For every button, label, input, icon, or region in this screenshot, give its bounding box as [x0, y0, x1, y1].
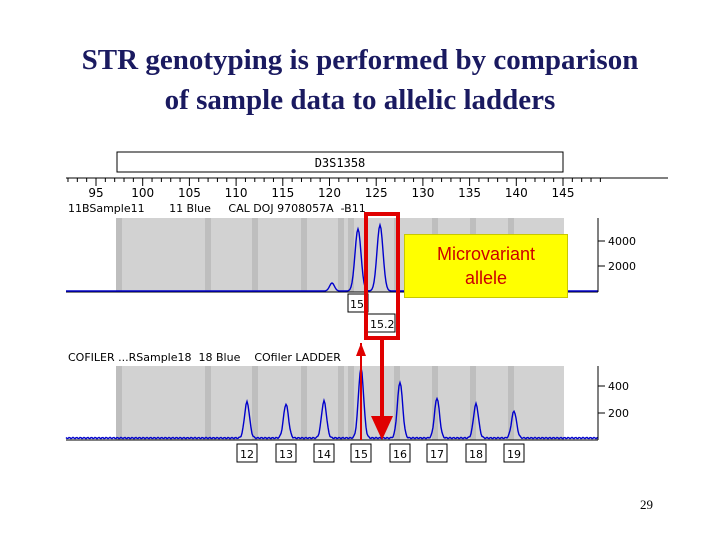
ladder-allele-label: 12 — [240, 448, 254, 461]
ladder-allele-box — [350, 443, 372, 463]
bin-band — [301, 366, 307, 440]
page-number: 29 — [640, 497, 653, 512]
bin-band — [432, 366, 438, 440]
ladder-allele-label: 18 — [469, 448, 483, 461]
bin-band — [348, 366, 354, 440]
scale-tick-label: 115 — [271, 186, 294, 200]
ladder-allele-box — [503, 443, 525, 463]
callout-line-2: allele — [464, 268, 508, 288]
locus-label: D3S1358 — [315, 156, 366, 170]
bin-band — [252, 218, 258, 292]
scale-tick-label: 140 — [505, 186, 528, 200]
bin-band — [205, 218, 211, 292]
scale-tick-label: 100 — [131, 186, 154, 200]
scale-tick-label: 130 — [411, 186, 434, 200]
locus-box — [116, 151, 564, 173]
scale-tick-label: 110 — [225, 186, 248, 200]
ladder-allele-labels: 12 13 14 15 16 17 18 19 — [236, 443, 525, 463]
sample-allele-15-2: 15.2 — [370, 318, 395, 331]
ladder-allele-label: 19 — [507, 448, 521, 461]
ladder-allele-label: 17 — [430, 448, 444, 461]
bin-band — [301, 218, 307, 292]
scale-minor-ticks — [67, 178, 601, 186]
scale-tick-label: 145 — [552, 186, 575, 200]
scale-tick-label: 105 — [178, 186, 201, 200]
sample-allele-15: 15 — [350, 298, 364, 311]
bin-band — [338, 366, 344, 440]
ladder-allele-box — [236, 443, 258, 463]
bin-band — [470, 366, 476, 440]
highlight-arrow-left-head — [356, 343, 366, 356]
scale-tick-label: 120 — [318, 186, 341, 200]
sample-header: 11BSample11 11 Blue CAL DOJ 9708057A -B1… — [68, 202, 366, 215]
ladder-header: COFILER ...RSample18 18 Blue COfiler LAD… — [68, 351, 341, 364]
highlight-arrow-head — [371, 416, 393, 440]
title-line-2: of sample data to allelic ladders — [164, 84, 556, 116]
ladder-allele-box — [465, 443, 487, 463]
bin-band — [508, 366, 514, 440]
slide-title: STR genotyping is performed by compariso… — [0, 40, 720, 120]
ladder-y-label-200: 200 — [608, 407, 629, 420]
bin-band — [252, 366, 258, 440]
ladder-allele-label: 15 — [354, 448, 368, 461]
ladder-allele-box — [313, 443, 335, 463]
scale-tick-labels: 95 100 105 110 115 120 125 130 135 140 145 — [88, 186, 574, 200]
bin-band — [348, 218, 354, 292]
bin-band — [205, 366, 211, 440]
scale-tick-label: 125 — [365, 186, 388, 200]
ladder-trace — [65, 367, 599, 440]
scale-tick-label: 95 — [88, 186, 103, 200]
bin-band — [338, 218, 344, 292]
ladder-allele-box — [389, 443, 411, 463]
ladder-allele-label: 14 — [317, 448, 331, 461]
ladder-allele-box — [275, 443, 297, 463]
sample-y-label-2000: 2000 — [608, 260, 636, 273]
ladder-allele-label: 16 — [393, 448, 407, 461]
ladder-y-label-400: 400 — [608, 380, 629, 393]
microvariant-callout: Microvariant allele — [404, 234, 568, 298]
bin-band — [116, 366, 122, 440]
ladder-allele-label: 13 — [279, 448, 293, 461]
ladder-allele-box — [426, 443, 448, 463]
callout-line-1: Microvariant — [436, 244, 536, 264]
sample-y-label-4000: 4000 — [608, 235, 636, 248]
title-line-1: STR genotyping is performed by compariso… — [81, 44, 639, 76]
bin-band — [116, 218, 122, 292]
scale-tick-label: 135 — [458, 186, 481, 200]
